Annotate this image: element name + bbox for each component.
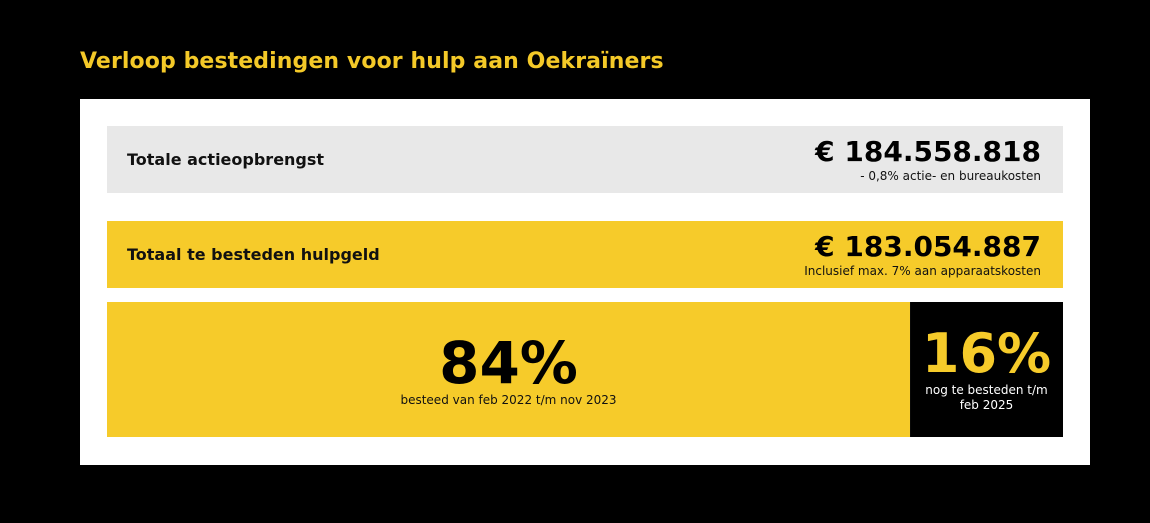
total-revenue-row: Totale actieopbrengst € 184.558.818 - 0,… [107,126,1063,193]
total-revenue-note: - 0,8% actie- en bureaukosten [860,168,1041,183]
remaining-description: nog te besteden t/m feb 2025 [925,382,1048,412]
spent-percentage: 84% [439,328,578,397]
remaining-percentage: 16% [921,321,1052,385]
aid-money-row: Totaal te besteden hulpgeld € 183.054.88… [107,221,1063,288]
aid-money-amount: € 183.054.887 [815,229,1041,263]
total-revenue-label: Totale actieopbrengst [127,150,325,169]
total-revenue-amount: € 184.558.818 [815,134,1041,168]
page-title: Verloop bestedingen voor hulp aan Oekraï… [80,49,664,74]
spending-split-bar: 84% besteed van feb 2022 t/m nov 2023 16… [107,302,1063,437]
summary-card: Totale actieopbrengst € 184.558.818 - 0,… [80,99,1090,465]
segment-remaining-bar [910,302,1063,437]
segment-spent-label: 84% besteed van feb 2022 t/m nov 2023 [107,302,910,437]
spending-split-chart [107,302,1063,437]
aid-money-label: Totaal te besteden hulpgeld [127,245,380,264]
aid-money-value: € 183.054.887 Inclusief max. 7% aan appa… [804,229,1041,278]
segment-spent-bar [107,302,911,437]
total-revenue-value: € 184.558.818 - 0,8% actie- en bureaukos… [815,134,1041,183]
segment-remaining-label: 16% nog te besteden t/m feb 2025 [910,302,1063,437]
spent-description: besteed van feb 2022 t/m nov 2023 [400,392,617,407]
aid-money-note: Inclusief max. 7% aan apparaatskosten [804,263,1041,278]
